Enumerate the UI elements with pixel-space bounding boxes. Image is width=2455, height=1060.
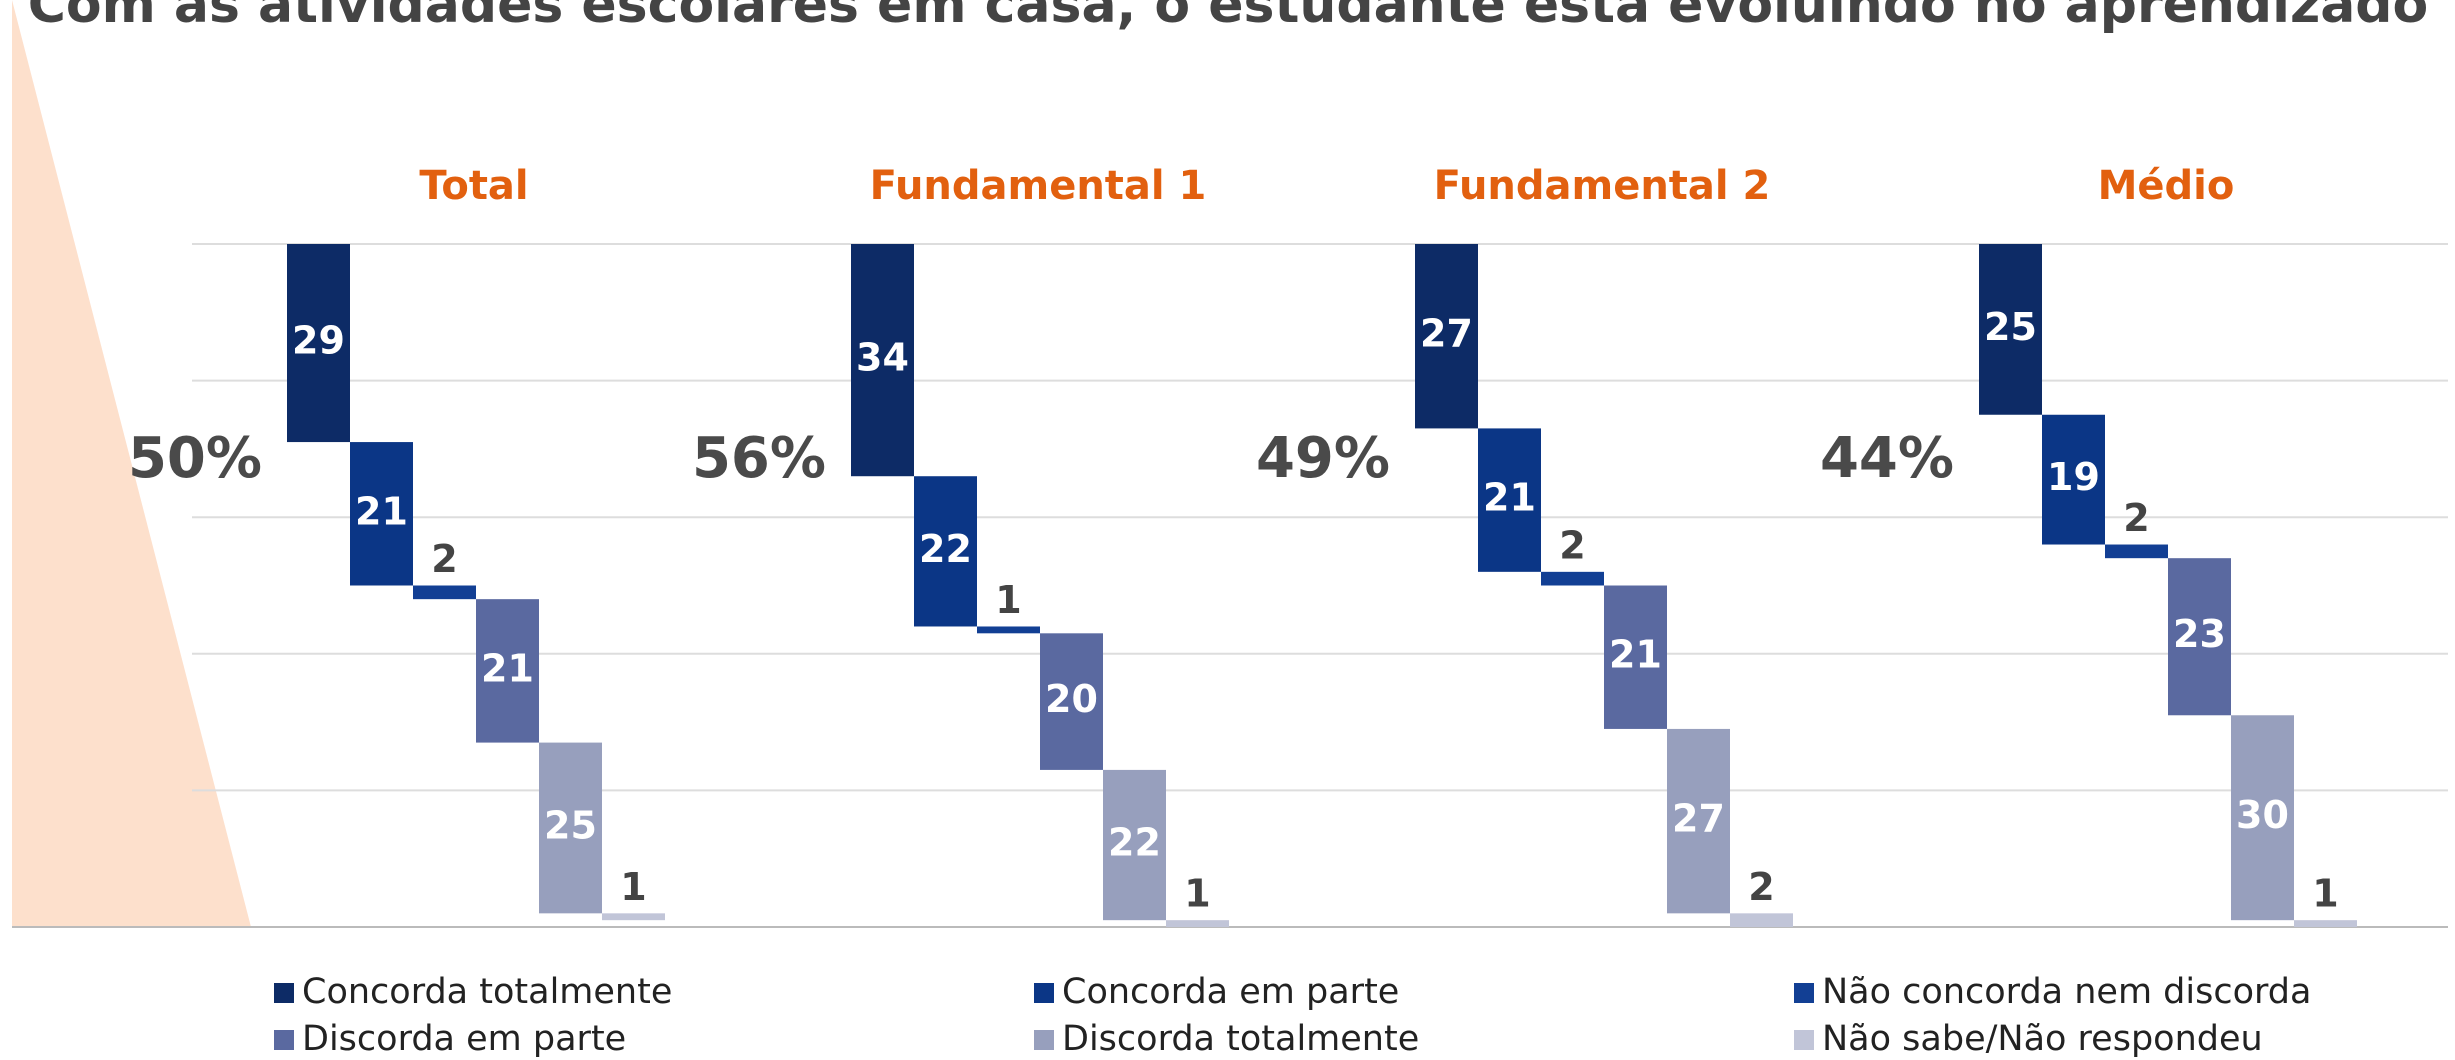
bar-segment	[1667, 728, 1730, 914]
data-label: 1	[1184, 872, 1210, 916]
legend-label: Não concorda nem discorda	[1822, 972, 2311, 1012]
bar-segment	[539, 742, 602, 914]
legend-swatch	[1034, 983, 1054, 1003]
bar-segment	[1541, 571, 1604, 586]
data-label: 19	[2047, 455, 2100, 499]
bar-segment	[2168, 558, 2231, 716]
bar-segment	[1040, 633, 1103, 770]
legend-swatch	[274, 983, 294, 1003]
decor-triangle	[12, 0, 251, 927]
data-label: 21	[355, 489, 408, 533]
bar-segment	[851, 244, 914, 477]
bar-segment	[1730, 913, 1793, 927]
bar-segment	[413, 585, 476, 600]
group-percent: 50%	[128, 426, 262, 491]
data-label: 1	[995, 578, 1021, 622]
group-title: Fundamental 2	[1434, 163, 1771, 209]
data-label: 20	[1045, 677, 1098, 721]
group-percent: 44%	[1820, 426, 1954, 491]
data-label: 2	[431, 537, 457, 581]
data-label: 2	[1748, 865, 1774, 909]
legend-label: Concorda em parte	[1062, 972, 1399, 1012]
bar-segment	[914, 476, 977, 627]
bar-segment	[602, 913, 665, 921]
data-label: 27	[1672, 797, 1725, 841]
group-title: Médio	[2098, 163, 2235, 209]
data-label: 2	[2123, 496, 2149, 540]
bar-segment	[350, 442, 413, 586]
legend-label: Discorda em parte	[302, 1019, 626, 1059]
bar-segment	[1478, 428, 1541, 572]
data-label: 25	[1984, 305, 2037, 349]
data-label: 29	[292, 319, 345, 363]
bar-segment	[287, 244, 350, 443]
bar-segment	[1166, 920, 1229, 927]
data-label: 21	[481, 646, 534, 690]
bar-segment	[1604, 585, 1667, 729]
chart-title: Com as atividades escolares em casa, o e…	[28, 0, 2429, 35]
data-label: 1	[2312, 872, 2338, 916]
data-label: 1	[620, 865, 646, 909]
group-title: Total	[419, 163, 528, 209]
bar-segment	[977, 626, 1040, 634]
bar-segment	[2105, 544, 2168, 559]
bar-segment	[476, 599, 539, 743]
legend-swatch	[1794, 983, 1814, 1003]
data-label: 25	[544, 803, 597, 847]
legend-swatch	[274, 1030, 294, 1050]
legend-swatch	[1794, 1030, 1814, 1050]
bar-segment	[2294, 920, 2357, 927]
bar-segment	[1415, 244, 1478, 429]
bar-segment	[1103, 769, 1166, 921]
group-percent: 49%	[1256, 426, 1390, 491]
data-label: 22	[1108, 821, 1161, 865]
legend-swatch	[1034, 1030, 1054, 1050]
legend-label: Discorda totalmente	[1062, 1019, 1419, 1059]
data-label: 23	[2173, 612, 2226, 656]
data-label: 27	[1420, 312, 1473, 356]
data-label: 34	[856, 336, 909, 380]
bar-segment	[2042, 414, 2105, 545]
data-label: 22	[919, 527, 972, 571]
data-label: 2	[1559, 523, 1585, 567]
bar-segment	[1979, 244, 2042, 415]
data-label: 30	[2236, 793, 2289, 837]
data-label: 21	[1483, 476, 1536, 520]
legend-label: Concorda totalmente	[302, 972, 672, 1012]
group-percent: 56%	[692, 426, 826, 491]
legend-label: Não sabe/Não respondeu	[1822, 1019, 2263, 1059]
bar-segment	[2231, 715, 2294, 921]
data-label: 21	[1609, 633, 1662, 677]
group-title: Fundamental 1	[870, 163, 1207, 209]
